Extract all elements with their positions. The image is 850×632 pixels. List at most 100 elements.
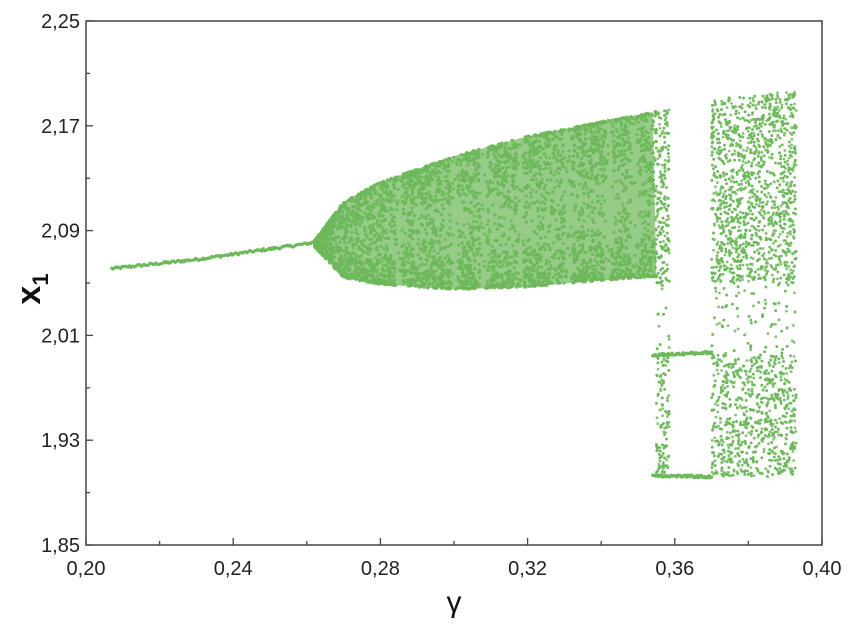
data-point [537, 214, 541, 219]
data-point [315, 244, 320, 248]
data-point [523, 268, 527, 272]
data-point [554, 227, 558, 232]
data-point [421, 275, 426, 280]
data-point [355, 239, 360, 244]
data-point [632, 275, 636, 279]
data-point [587, 195, 591, 199]
data-point [562, 225, 566, 229]
data-point [447, 195, 451, 199]
data-point [590, 189, 594, 193]
data-point [457, 266, 461, 270]
data-point [626, 233, 631, 237]
data-point [363, 194, 367, 198]
data-point [603, 176, 607, 180]
data-point [476, 250, 480, 254]
data-point [560, 220, 564, 225]
data-point [420, 223, 425, 227]
data-point [612, 155, 616, 159]
data-point [523, 283, 527, 287]
data-point [584, 270, 589, 275]
data-point [402, 259, 406, 263]
data-point [620, 163, 625, 167]
data-point [436, 264, 440, 269]
data-point [464, 274, 468, 278]
data-point [362, 225, 367, 229]
data-point [362, 274, 366, 278]
data-point [351, 250, 355, 255]
data-point [499, 243, 503, 247]
data-point [530, 273, 534, 277]
data-point [623, 211, 627, 215]
data-point [514, 196, 518, 200]
data-point [650, 230, 654, 235]
data-point [362, 210, 366, 215]
data-point [341, 221, 345, 225]
data-point [321, 252, 325, 257]
data-point [414, 203, 418, 207]
data-point [460, 178, 465, 183]
data-point [387, 278, 391, 283]
data-point [350, 271, 354, 275]
data-point [475, 151, 479, 155]
data-point [450, 159, 454, 164]
data-point [459, 234, 463, 238]
data-point [481, 152, 485, 156]
data-point [528, 245, 532, 250]
data-point [617, 196, 621, 201]
data-point [406, 269, 410, 273]
data-point [469, 230, 474, 234]
data-point [570, 192, 574, 196]
data-point [556, 265, 561, 269]
data-point [431, 229, 436, 234]
data-point [373, 215, 377, 220]
data-point [587, 155, 591, 159]
data-point [603, 256, 608, 261]
data-point [472, 253, 476, 257]
data-point [471, 156, 475, 160]
data-point [467, 222, 471, 226]
data-point [623, 208, 628, 212]
data-point [433, 240, 437, 244]
data-point [392, 223, 397, 228]
data-point [530, 269, 535, 273]
data-point [617, 212, 621, 216]
data-point [376, 282, 381, 286]
data-point [455, 221, 460, 226]
data-point [581, 149, 585, 153]
data-point [329, 217, 333, 221]
data-point [554, 268, 558, 273]
data-point [426, 223, 430, 227]
data-point [382, 247, 386, 251]
data-point [595, 182, 599, 186]
data-point [495, 187, 499, 191]
data-point [496, 182, 500, 187]
data-point [601, 173, 605, 177]
data-point [568, 180, 572, 184]
data-point [560, 194, 565, 198]
data-point [428, 254, 432, 259]
data-point [463, 235, 467, 239]
data-point [470, 278, 474, 282]
data-point [486, 238, 491, 242]
data-point [386, 209, 390, 213]
data-point [503, 271, 508, 275]
data-point [590, 210, 594, 215]
data-point [486, 146, 490, 150]
data-point [626, 235, 630, 239]
data-point [616, 263, 621, 267]
data-point [486, 186, 490, 190]
data-point [598, 162, 602, 167]
data-point [567, 149, 571, 153]
data-point [593, 176, 597, 180]
data-point [640, 131, 644, 135]
data-point [385, 249, 389, 253]
data-point [575, 135, 579, 139]
data-point [477, 214, 481, 218]
data-point [350, 230, 354, 234]
data-point [492, 270, 496, 274]
data-point [333, 235, 337, 239]
data-point [472, 152, 476, 156]
data-point [392, 259, 397, 263]
data-point [341, 210, 345, 214]
data-point [637, 193, 641, 198]
